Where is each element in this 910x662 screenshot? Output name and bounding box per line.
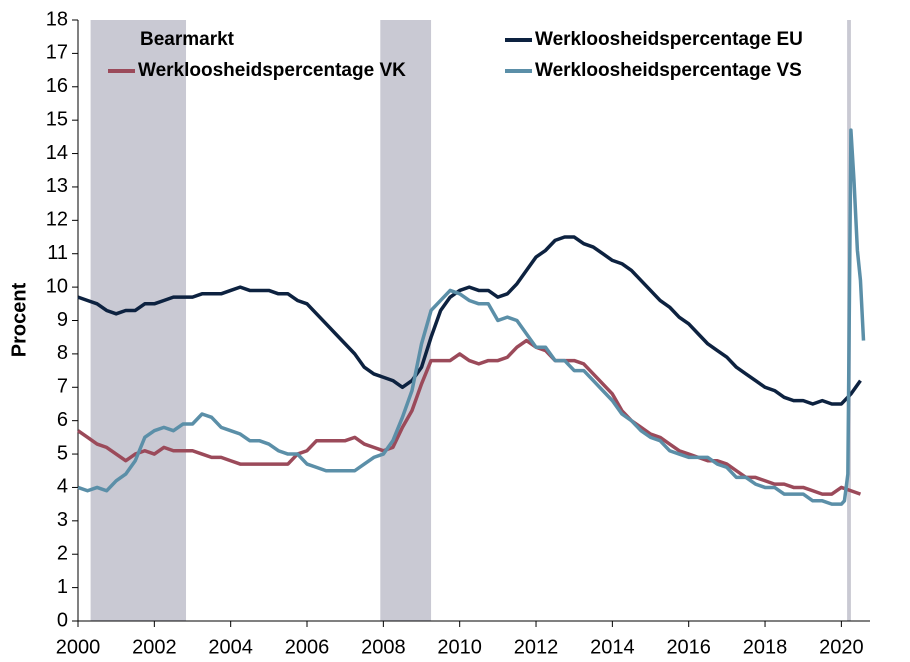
bear-market-band — [90, 20, 187, 621]
y-axis-label: Procent — [8, 282, 30, 357]
line-series — [77, 128, 866, 506]
x-tick-label: 2008 — [361, 636, 406, 658]
y-tick-label: 6 — [57, 409, 68, 431]
line-series — [76, 338, 862, 496]
x-tick-label: 2000 — [56, 636, 101, 658]
bear-market-band — [380, 20, 432, 621]
legend-label: Bearmarkt — [140, 29, 235, 50]
x-tick-label: 2020 — [819, 636, 864, 658]
y-tick-label: 16 — [46, 75, 68, 97]
x-tick-label: 2006 — [285, 636, 330, 658]
y-tick-label: 13 — [46, 175, 68, 197]
y-tick-label: 8 — [57, 342, 68, 364]
y-tick-label: 15 — [46, 108, 68, 130]
y-tick-label: 0 — [57, 609, 68, 631]
legend-label: Werkloosheidspercentage VS — [535, 60, 802, 81]
line-series — [77, 235, 862, 406]
y-tick-label: 14 — [46, 142, 68, 164]
x-tick-label: 2016 — [666, 636, 711, 658]
y-tick-label: 4 — [57, 476, 68, 498]
y-tick-label: 2 — [57, 543, 68, 565]
x-tick-label: 2018 — [743, 636, 788, 658]
y-tick-label: 11 — [47, 242, 68, 264]
legend-swatch — [108, 33, 135, 47]
x-tick-label: 2010 — [437, 636, 482, 658]
y-tick-label: 10 — [46, 275, 68, 297]
x-tick-label: 2002 — [132, 636, 177, 658]
y-tick-label: 18 — [46, 8, 68, 30]
x-tick-label: 2004 — [208, 636, 253, 658]
x-tick-label: 2014 — [590, 636, 635, 658]
x-tick-label: 2012 — [514, 636, 559, 658]
y-tick-label: 7 — [57, 376, 68, 398]
y-tick-label: 1 — [57, 576, 68, 598]
y-tick-label: 9 — [57, 309, 68, 331]
y-tick-label: 3 — [57, 509, 68, 531]
y-tick-label: 12 — [46, 209, 68, 231]
y-tick-label: 5 — [57, 442, 68, 464]
y-tick-label: 17 — [46, 42, 68, 64]
legend-label: Werkloosheidspercentage VK — [138, 60, 406, 81]
legend-label: Werkloosheidspercentage EU — [535, 29, 803, 50]
